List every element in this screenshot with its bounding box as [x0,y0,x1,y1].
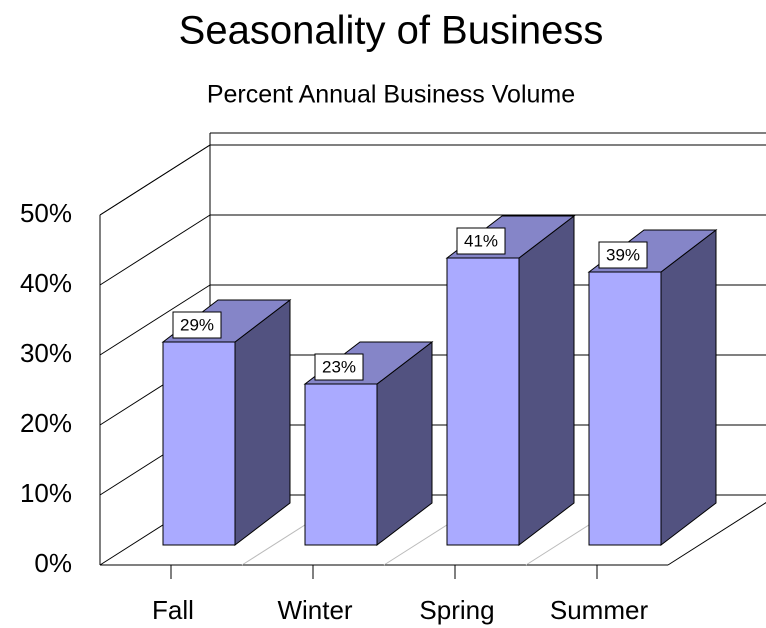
y-tick-label: 20% [20,408,72,438]
value-label-box [314,353,364,381]
grid-line [99,144,211,216]
bar [588,271,662,546]
grid-line [99,284,211,356]
value-label: 23% [322,357,356,376]
floor-edge [667,502,766,566]
x-tick-label: Spring [419,595,494,625]
y-tick-label: 0% [34,548,72,578]
y-tick-label: 50% [20,198,72,228]
y-tick-label: 10% [20,478,72,508]
value-label: 29% [180,315,214,334]
bar-side [660,228,717,547]
bar-side [234,298,291,547]
value-label: 41% [464,231,498,250]
value-label-box [172,311,222,339]
bar [304,383,378,546]
value-label-box [456,227,506,255]
x-tick-label: Winter [277,595,352,625]
chart-title: Seasonality of Business [179,9,604,53]
value-label-box [598,241,648,269]
y-tick-label: 40% [20,268,72,298]
bar [162,341,236,546]
x-tick-label: Summer [550,595,649,625]
chart-subtitle: Percent Annual Business Volume [207,81,575,109]
bar [446,257,520,546]
value-label: 39% [606,245,640,264]
x-tick-label: Fall [152,595,194,625]
y-tick-label: 30% [20,338,72,368]
grid-line [99,214,211,286]
bar-side [518,214,575,547]
